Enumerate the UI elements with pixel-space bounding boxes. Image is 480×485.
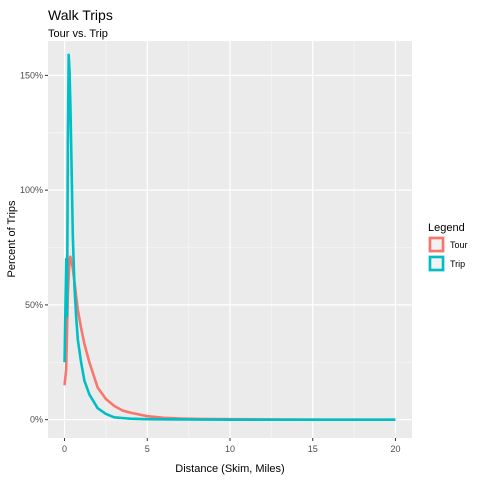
y-axis-label: Percent of Trips <box>6 200 18 278</box>
x-axis-label: Distance (Skim, Miles) <box>175 463 284 475</box>
legend-label-tour: Tour <box>450 240 468 250</box>
legend-key-bg-tour <box>428 236 445 253</box>
y-tick-label: 100% <box>20 185 43 195</box>
legend-items: Tour Trip <box>428 236 468 272</box>
legend-label-trip: Trip <box>450 259 465 269</box>
x-tick-label: 15 <box>308 444 318 454</box>
x-tick-label: 0 <box>62 444 67 454</box>
legend-title: Legend <box>428 222 465 234</box>
y-axis-ticks: 0% 50% 100% 150% <box>20 70 48 425</box>
chart-title: Walk Trips <box>48 7 113 23</box>
legend-swatch-trip <box>428 255 445 272</box>
legend-key-bg-trip <box>428 255 445 272</box>
y-tick-label: 50% <box>25 300 43 310</box>
x-tick-label: 10 <box>225 444 235 454</box>
grid-major <box>48 41 412 438</box>
legend-swatch-tour <box>428 236 445 253</box>
chart-subtitle: Tour vs. Trip <box>48 28 108 40</box>
legend: Legend Tour Trip <box>428 222 468 272</box>
series-line-trip <box>63 53 396 421</box>
x-tick-label: 20 <box>390 444 400 454</box>
y-tick-label: 150% <box>20 70 43 80</box>
series-lines <box>63 53 396 421</box>
x-axis-ticks: 0 5 10 15 20 <box>62 438 400 454</box>
y-tick-label: 0% <box>30 415 43 425</box>
x-tick-label: 5 <box>145 444 150 454</box>
